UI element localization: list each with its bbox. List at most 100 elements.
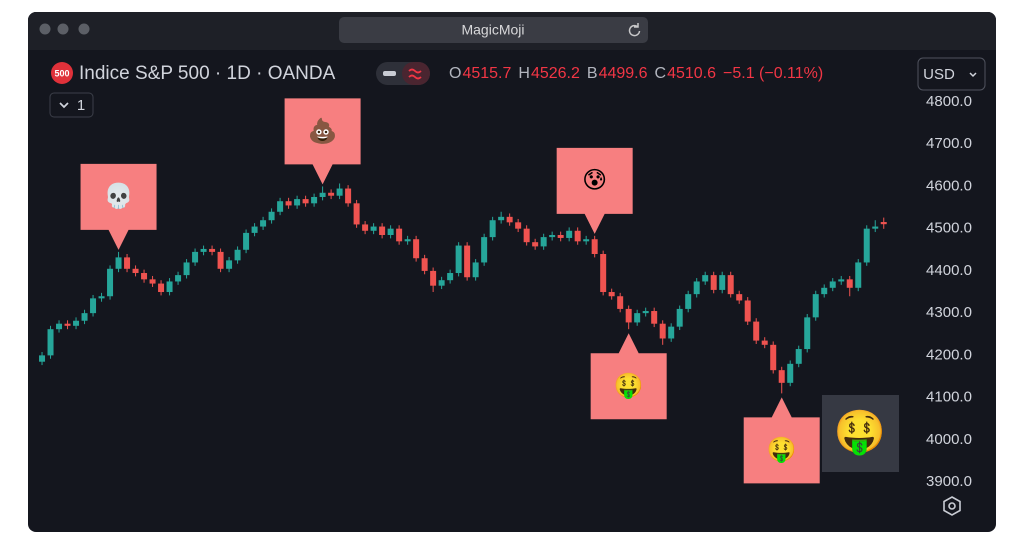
- candle-body: [634, 313, 641, 323]
- candle-body: [761, 340, 768, 345]
- candle-body: [124, 257, 131, 269]
- cursor-badge: 🤑: [834, 408, 886, 457]
- candle-body: [268, 211, 275, 221]
- candle-body: [549, 234, 556, 238]
- candle-body: [693, 281, 700, 295]
- candle-body: [56, 323, 63, 330]
- candle-body: [430, 270, 437, 286]
- candle-body: [319, 192, 326, 197]
- toggle-icon: [408, 68, 422, 80]
- candle-body: [583, 239, 590, 242]
- currency-button[interactable]: [917, 57, 986, 91]
- candle-body: [98, 296, 105, 299]
- annotation-bubble: [556, 147, 633, 234]
- candle-body: [778, 370, 785, 383]
- candle-body: [166, 281, 173, 293]
- candle-body: [719, 275, 726, 290]
- candle-body: [863, 228, 870, 263]
- ohlc-key: C: [655, 65, 667, 82]
- currency: USD: [923, 66, 955, 83]
- candle-body: [345, 188, 352, 204]
- candle-body: [846, 279, 853, 288]
- candle-body: [396, 228, 403, 242]
- annotation-bubble: [590, 333, 667, 420]
- candle-body: [47, 329, 54, 356]
- ohlc-value: 4526.2: [531, 65, 580, 82]
- candle-body: [812, 294, 819, 318]
- candle-body: [668, 326, 675, 339]
- candle-body: [489, 220, 496, 238]
- candle-body: [294, 199, 301, 206]
- candle-body: [532, 242, 539, 247]
- candle-body: [821, 287, 828, 295]
- candle-body: [625, 308, 632, 323]
- candle-body: [226, 260, 233, 269]
- candle-body: [498, 216, 505, 221]
- candle-body: [600, 254, 607, 293]
- y-tick-label: 4600.0: [926, 177, 972, 194]
- candle-body: [73, 320, 80, 326]
- annotation-bubble: [743, 397, 820, 484]
- annotation-emoji: 🤑: [767, 437, 797, 464]
- chevron: [59, 102, 69, 109]
- candle-body: [353, 203, 360, 225]
- candle-body: [464, 245, 471, 278]
- candle-body: [158, 283, 165, 293]
- candle-body: [804, 317, 811, 350]
- window-button[interactable]: [57, 23, 69, 35]
- candle-body: [753, 321, 760, 341]
- candle-body: [710, 275, 717, 290]
- candle-body: [115, 257, 122, 269]
- y-tick-label: 4400.0: [926, 262, 972, 279]
- candle-body: [855, 262, 862, 288]
- candle-body: [251, 226, 258, 233]
- candle-body: [81, 313, 88, 321]
- candle-body: [880, 222, 887, 225]
- window-title: MagicMoji: [461, 22, 524, 38]
- candle-body: [736, 294, 743, 301]
- candle-body: [217, 251, 224, 269]
- candle-body: [311, 196, 318, 204]
- y-tick-label: 4700.0: [926, 135, 972, 152]
- candle-body: [404, 239, 411, 242]
- candle-body: [302, 199, 309, 204]
- candle-body: [795, 349, 802, 364]
- ohlc-key: H: [518, 65, 530, 82]
- interval: 1: [77, 97, 85, 114]
- candle-body: [481, 237, 488, 263]
- address-bar[interactable]: [339, 17, 648, 43]
- candle-body: [540, 237, 547, 247]
- candle-body: [574, 230, 581, 242]
- candle-body: [328, 192, 335, 196]
- ohlc-key: O: [449, 65, 461, 82]
- candle-body: [149, 279, 156, 284]
- candle-body: [39, 355, 46, 362]
- interval-button[interactable]: [49, 92, 94, 118]
- toggle-active[interactable]: [402, 62, 430, 85]
- plot-area: JuinJuillAoûtSeptOctNov: [39, 183, 887, 394]
- window-button[interactable]: [78, 23, 90, 35]
- candle-body: [455, 245, 462, 274]
- candle-body: [438, 280, 445, 286]
- candle-body: [447, 273, 454, 281]
- settings-icon: [948, 502, 956, 510]
- window-button[interactable]: [39, 23, 51, 35]
- candle-body: [243, 232, 250, 250]
- candle-body: [285, 201, 292, 206]
- candle-body: [234, 249, 241, 261]
- ohlc-change: −5.1 (−0.11%): [723, 65, 823, 82]
- annotation-bubble: [80, 163, 157, 250]
- settings-icon[interactable]: [943, 496, 961, 516]
- symbol-badge-text: 500: [54, 68, 69, 78]
- candle-body: [183, 262, 190, 276]
- ohlc-legend: O 4515.7 H 4526.2 B 4499.6 C 4510.6 −5.1 (−0.11%…: [449, 65, 823, 82]
- candle-body: [515, 222, 522, 229]
- reload-icon[interactable]: [628, 23, 641, 37]
- candle-body: [472, 262, 479, 278]
- candle-body: [829, 281, 836, 288]
- y-tick-label: 4200.0: [926, 346, 972, 363]
- y-tick-label: 4300.0: [926, 304, 972, 321]
- annotation-emoji: 😰: [582, 167, 607, 194]
- candle-body: [523, 228, 530, 243]
- candle-body: [336, 188, 343, 196]
